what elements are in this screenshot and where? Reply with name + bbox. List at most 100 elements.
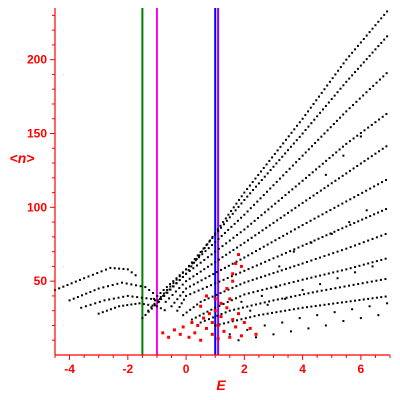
curve-2-point — [259, 197, 262, 200]
curve-6-point — [369, 215, 372, 218]
curve-5-point — [204, 277, 207, 280]
curve-1-point — [345, 80, 348, 83]
curve-13-point — [140, 296, 143, 299]
red-scatter-point-27 — [225, 287, 229, 291]
curve-4-point — [287, 211, 290, 214]
curve-8-point — [202, 312, 205, 315]
curve-2-point — [194, 259, 197, 262]
curve-7-point — [362, 241, 365, 244]
curve-5-point — [353, 196, 356, 199]
curve-1-point — [275, 162, 278, 165]
curve-2-point — [385, 72, 388, 75]
curve-0-point — [296, 124, 299, 127]
curve-6-point — [313, 239, 316, 242]
curve-0-point — [227, 213, 230, 216]
curve-10-point — [362, 298, 365, 301]
curve-3-point — [158, 297, 161, 300]
x-ticks-layer: -4 -2 0 2 4 6 — [54, 355, 391, 376]
red-scatter-point-19 — [242, 321, 246, 325]
black-scatter-point-22 — [301, 289, 304, 292]
curve-4-point — [178, 287, 181, 290]
curve-11-point — [58, 287, 61, 290]
curve-3-point — [225, 242, 228, 245]
curve-5-point — [176, 298, 179, 301]
curve-2-point — [382, 75, 385, 78]
curve-6-point — [235, 273, 238, 276]
curve-5-point — [361, 191, 364, 194]
curve-9-point — [216, 314, 219, 317]
curve-11-point — [104, 268, 107, 271]
curve-5-point — [369, 187, 372, 190]
curve-13-point — [112, 297, 115, 300]
curve-0-point — [257, 173, 260, 176]
curve-9-point — [366, 281, 369, 284]
curve-9-point — [212, 316, 215, 319]
curve-14-point — [130, 303, 133, 306]
curve-0-point — [307, 110, 310, 113]
curve-0-point — [259, 170, 262, 173]
curve-5-point — [200, 279, 203, 282]
red-scatter-point-11 — [196, 323, 200, 327]
curve-2-point — [246, 210, 249, 213]
curve-4-point — [164, 300, 167, 303]
curve-0-point — [251, 181, 254, 184]
black-scatter-point-23 — [319, 283, 322, 286]
curve-0-point — [301, 117, 304, 120]
curve-6-point — [385, 208, 388, 211]
curve-1-point — [153, 302, 156, 305]
curve-5-point — [220, 268, 223, 271]
curve-6-point — [197, 289, 200, 292]
red-scatter-point-23 — [161, 331, 165, 335]
curve-4-point — [319, 189, 322, 192]
curve-8-point — [367, 262, 370, 265]
curve-9-point — [259, 302, 262, 305]
curve-7-point — [293, 265, 296, 268]
curve-6-point — [289, 250, 292, 253]
curve-1-point — [284, 152, 287, 155]
curve-6-point — [182, 298, 185, 301]
curve-6-point — [321, 236, 324, 239]
curve-9-point — [224, 311, 227, 314]
curve-10-point — [284, 309, 287, 312]
curve-8-point — [256, 290, 259, 293]
curve-3-point — [352, 137, 355, 140]
curve-5-point — [333, 206, 336, 209]
curve-0-point — [195, 258, 198, 261]
curve-8-point — [323, 273, 326, 276]
curve-13-point — [117, 296, 120, 299]
curve-6-point — [178, 306, 181, 309]
curve-8-point — [340, 269, 343, 272]
curve-6-point — [259, 262, 262, 265]
curve-6-point — [176, 309, 179, 312]
curve-11-point — [87, 275, 90, 278]
black-scatter-point-28 — [292, 250, 295, 253]
curve-0-point — [198, 254, 201, 257]
curve-8-point — [222, 302, 225, 305]
curve-4-point — [199, 270, 202, 273]
curve-0-point — [211, 235, 214, 238]
black-scatter-point-38 — [240, 300, 243, 303]
curve-8-point — [198, 314, 201, 317]
curve-8-point — [345, 268, 348, 271]
curve-10-point — [358, 299, 361, 302]
curve-2-point — [320, 135, 323, 138]
curve-5-point — [179, 294, 182, 297]
curve-6-point — [305, 242, 308, 245]
curve-7-point — [340, 249, 343, 252]
curve-13-point — [145, 297, 148, 300]
curve-1-point — [243, 198, 246, 201]
curve-9-point — [303, 293, 306, 296]
curve-2-point — [342, 113, 345, 116]
curve-11-point — [109, 266, 112, 269]
curve-7-point — [349, 246, 352, 249]
curve-3-point — [246, 225, 249, 228]
curve-0-point — [150, 307, 153, 310]
curve-2-point — [178, 274, 181, 277]
curve-9-point — [298, 294, 301, 297]
x-tick-label-2: 0 — [183, 362, 190, 376]
curve-13-point — [150, 297, 153, 300]
curve-0-point — [222, 221, 225, 224]
curve-9-point — [276, 298, 279, 301]
curve-0-point — [141, 317, 144, 320]
black-scatter-point-15 — [359, 317, 362, 320]
